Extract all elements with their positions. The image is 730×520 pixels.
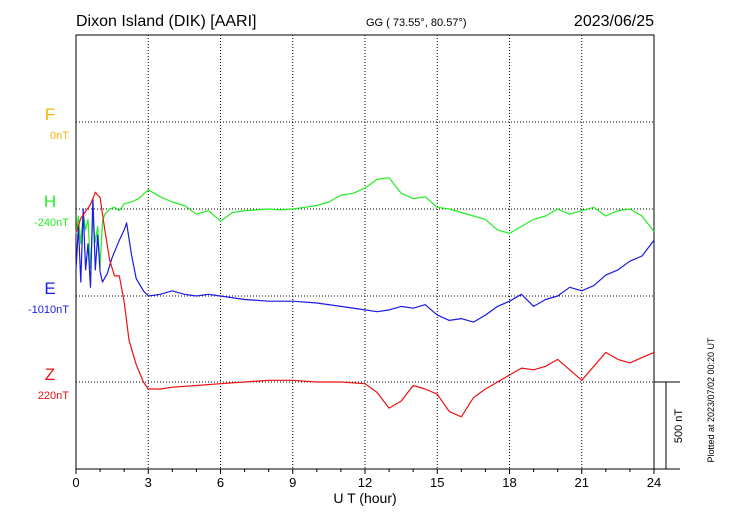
x-tick-label: 9 [289,475,296,490]
series-e-line [75,198,655,323]
coordinates-label: GG ( 73.55°, 80.57°) [366,17,467,29]
x-axis-label: U T (hour) [333,490,396,506]
channel-name-e: E [44,279,55,298]
x-tick-label: 15 [430,475,444,490]
x-tick-label: 18 [502,475,516,490]
x-tick-label: 24 [647,475,661,490]
channel-labels: F 0nT H -240nT E -1010nT Z 220nT [28,105,69,402]
channel-baseline-h: -240nT [34,217,69,229]
channel-name-z: Z [45,365,55,384]
x-tick-label: 12 [358,475,372,490]
channel-baseline-f: 0nT [50,130,69,142]
series-z-line [75,191,655,418]
channel-name-f: F [45,105,55,124]
grid [76,35,654,469]
station-title: Dixon Island (DIK) [AARI] [76,13,257,30]
channel-name-h: H [44,192,56,211]
scale-bar-label: 500 nT [673,409,685,444]
scale-bar: 500 nT [654,381,685,470]
series-h-line [75,177,655,269]
x-axis: 0 3 6 9 12 15 18 21 24 [72,469,661,490]
channel-baseline-z: 220nT [38,390,69,402]
x-tick-label: 3 [145,475,152,490]
plotted-note: Plotted at 2023/07/02 00:20 UT [706,337,716,463]
x-tick-label: 0 [72,475,79,490]
date-label: 2023/06/25 [574,13,654,30]
channel-baseline-e: -1010nT [28,304,69,316]
x-tick-label: 21 [575,475,589,490]
traces [75,177,655,418]
x-tick-label: 6 [217,475,224,490]
